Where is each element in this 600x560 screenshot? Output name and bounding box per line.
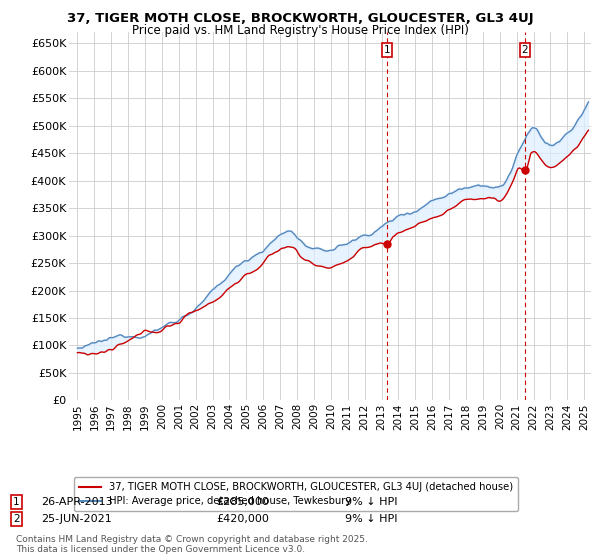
Text: £285,000: £285,000: [216, 497, 269, 507]
Text: 25-JUN-2021: 25-JUN-2021: [41, 514, 112, 524]
Text: Contains HM Land Registry data © Crown copyright and database right 2025.
This d: Contains HM Land Registry data © Crown c…: [16, 535, 368, 554]
Text: 37, TIGER MOTH CLOSE, BROCKWORTH, GLOUCESTER, GL3 4UJ: 37, TIGER MOTH CLOSE, BROCKWORTH, GLOUCE…: [67, 12, 533, 25]
Text: 9% ↓ HPI: 9% ↓ HPI: [345, 514, 398, 524]
Text: 2: 2: [521, 45, 528, 55]
Text: 26-APR-2013: 26-APR-2013: [41, 497, 112, 507]
Text: Price paid vs. HM Land Registry's House Price Index (HPI): Price paid vs. HM Land Registry's House …: [131, 24, 469, 36]
Text: 9% ↓ HPI: 9% ↓ HPI: [345, 497, 398, 507]
Text: 2: 2: [13, 514, 20, 524]
Legend: 37, TIGER MOTH CLOSE, BROCKWORTH, GLOUCESTER, GL3 4UJ (detached house), HPI: Ave: 37, TIGER MOTH CLOSE, BROCKWORTH, GLOUCE…: [74, 477, 518, 511]
Text: 1: 1: [13, 497, 20, 507]
Text: 1: 1: [383, 45, 390, 55]
Text: £420,000: £420,000: [216, 514, 269, 524]
